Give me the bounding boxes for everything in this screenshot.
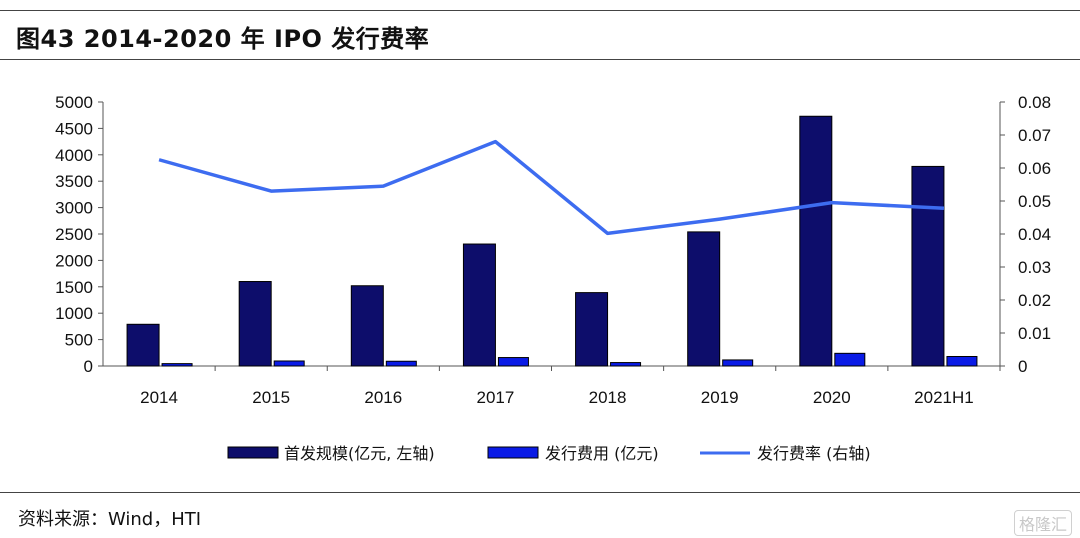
left-tick-label: 0 bbox=[84, 357, 93, 376]
bar-issue-scale bbox=[799, 115, 833, 367]
watermark-logo: 格隆汇 bbox=[1013, 510, 1072, 536]
right-tick-label: 0.05 bbox=[1018, 192, 1051, 211]
left-tick-label: 2000 bbox=[55, 251, 93, 270]
legend-label-issue-rate: 发行费率 (右轴) bbox=[757, 444, 871, 463]
left-tick-label: 4500 bbox=[55, 119, 93, 138]
legend: 首发规模(亿元, 左轴) 发行费用 (亿元) 发行费率 (右轴) bbox=[227, 444, 871, 463]
bar-issue-cost bbox=[385, 360, 417, 367]
legend-label-issue-cost: 发行费用 (亿元) bbox=[545, 444, 659, 463]
bar-issue-scale bbox=[126, 323, 160, 367]
right-tick-label: 0.03 bbox=[1018, 258, 1051, 277]
right-tick-label: 0.07 bbox=[1018, 126, 1051, 145]
bar-issue-cost bbox=[946, 355, 978, 367]
x-tick-label: 2018 bbox=[589, 388, 627, 407]
left-tick-label: 4000 bbox=[55, 146, 93, 165]
bar-issue-cost bbox=[722, 359, 754, 367]
bar-issue-cost bbox=[273, 360, 305, 367]
right-tick-label: 0 bbox=[1018, 357, 1027, 376]
x-tick-label: 2017 bbox=[477, 388, 515, 407]
x-tick-label: 2021H1 bbox=[914, 388, 974, 407]
right-tick-label: 0.01 bbox=[1018, 324, 1051, 343]
right-tick-label: 0.02 bbox=[1018, 291, 1051, 310]
bar-issue-cost bbox=[161, 363, 193, 367]
bar-issue-scale bbox=[911, 165, 945, 367]
left-tick-label: 500 bbox=[65, 331, 93, 350]
bar-issue-cost bbox=[610, 362, 642, 367]
legend-swatch-issue-scale bbox=[227, 446, 279, 459]
bar-issue-scale bbox=[350, 285, 384, 367]
page-title: 图43 2014-2020 年 IPO 发行费率 bbox=[16, 25, 430, 53]
x-tick-label: 2019 bbox=[701, 388, 739, 407]
left-tick-label: 1500 bbox=[55, 278, 93, 297]
right-tick-label: 0.06 bbox=[1018, 159, 1051, 178]
bar-issue-scale bbox=[687, 231, 721, 367]
left-tick-label: 5000 bbox=[55, 93, 93, 112]
x-tick-label: 2016 bbox=[364, 388, 402, 407]
legend-label-issue-scale: 首发规模(亿元, 左轴) bbox=[284, 444, 435, 463]
title-bar: 图43 2014-2020 年 IPO 发行费率 bbox=[0, 10, 1080, 60]
source-divider bbox=[0, 492, 1080, 493]
bar-issue-scale bbox=[575, 292, 609, 367]
bar-issue-cost bbox=[497, 357, 529, 367]
right-tick-label: 0.04 bbox=[1018, 225, 1051, 244]
x-tick-label: 2015 bbox=[252, 388, 290, 407]
line-issue-rate bbox=[158, 139, 945, 236]
source-note: 资料来源：Wind，HTI bbox=[18, 509, 202, 530]
left-tick-label: 2500 bbox=[55, 225, 93, 244]
x-tick-label: 2020 bbox=[813, 388, 851, 407]
left-tick-label: 3500 bbox=[55, 172, 93, 191]
x-tick-label: 2014 bbox=[140, 388, 178, 407]
left-tick-label: 1000 bbox=[55, 304, 93, 323]
right-tick-label: 0.08 bbox=[1018, 93, 1051, 112]
bar-issue-cost bbox=[834, 352, 866, 367]
chart: 0 500 1000 1500 2000 2500 3000 3500 4000 4500 5000… bbox=[55, 93, 1051, 463]
left-tick-label: 3000 bbox=[55, 199, 93, 218]
legend-swatch-issue-cost bbox=[487, 446, 539, 459]
bar-issue-scale bbox=[462, 243, 496, 367]
bar-issue-scale bbox=[238, 281, 272, 367]
